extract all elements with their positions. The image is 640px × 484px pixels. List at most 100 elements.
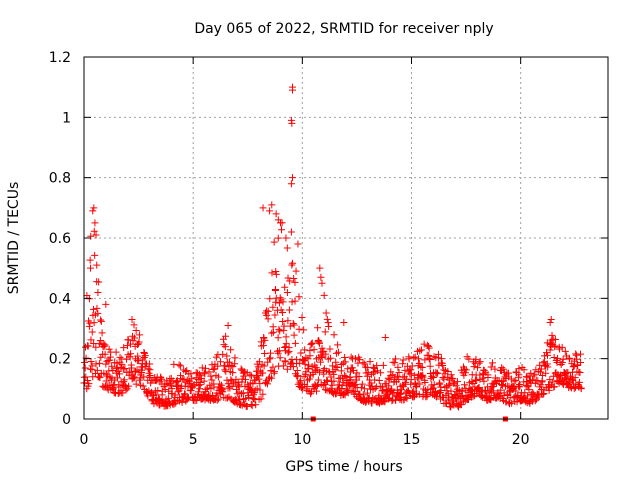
data-point [295, 293, 303, 301]
data-point [90, 319, 98, 327]
data-point [497, 386, 505, 394]
data-point [416, 347, 424, 355]
data-point [395, 368, 403, 376]
data-point [280, 326, 288, 334]
data-point [219, 388, 227, 396]
data-point [152, 391, 160, 399]
data-point [576, 368, 584, 376]
data-point [276, 327, 284, 335]
data-point [385, 382, 393, 390]
data-point [488, 359, 496, 367]
data-point [90, 204, 98, 212]
data-point [340, 372, 348, 380]
data-point [237, 390, 245, 398]
data-point [337, 367, 345, 375]
data-point [282, 333, 290, 341]
data-point [284, 274, 292, 282]
data-point [259, 369, 267, 377]
data-point [116, 370, 124, 378]
data-point [121, 365, 129, 373]
data-point [274, 334, 282, 342]
data-point [474, 384, 482, 392]
data-point [158, 387, 166, 395]
data-point [305, 361, 313, 369]
data-point [299, 355, 307, 363]
data-point [196, 385, 204, 393]
data-point [139, 382, 147, 390]
data-point [310, 346, 318, 354]
data-point [289, 83, 297, 91]
data-point [168, 389, 176, 397]
data-point [571, 374, 579, 382]
data-point [484, 371, 492, 379]
data-point [388, 390, 396, 398]
data-point [434, 350, 442, 358]
data-point [573, 355, 581, 363]
data-point [201, 370, 209, 378]
data-point [229, 363, 237, 371]
data-point [356, 356, 364, 364]
data-point [222, 332, 230, 340]
data-point [146, 360, 154, 368]
data-point [122, 386, 130, 394]
data-point [154, 396, 162, 404]
data-point [547, 315, 555, 323]
data-point [131, 367, 139, 375]
data-point [447, 371, 455, 379]
data-point [275, 347, 283, 355]
data-point [347, 368, 355, 376]
data-point [363, 372, 371, 380]
data-point [426, 356, 434, 364]
data-point [415, 390, 423, 398]
data-point [206, 381, 214, 389]
data-point [347, 353, 355, 361]
data-point [170, 400, 178, 408]
data-point [301, 346, 309, 354]
data-point [550, 383, 558, 391]
data-point [277, 219, 284, 227]
data-point [498, 381, 506, 389]
data-point [442, 400, 450, 408]
data-point [298, 313, 306, 321]
data-point [98, 329, 106, 337]
data-point [214, 362, 222, 370]
data-point [282, 343, 290, 351]
data-point [118, 360, 126, 368]
data-point [266, 295, 274, 303]
data-point [436, 380, 444, 388]
data-point [337, 360, 345, 368]
y-axis-label: SRMTID / TECUs [6, 182, 22, 295]
data-point [532, 366, 540, 374]
data-point [453, 395, 461, 403]
data-point [282, 234, 290, 242]
data-point [408, 362, 416, 370]
data-point [205, 368, 213, 376]
data-point [472, 355, 480, 363]
data-point [289, 320, 297, 328]
data-point [333, 363, 341, 371]
data-point [84, 342, 92, 350]
data-point [256, 386, 264, 394]
data-point [314, 324, 322, 332]
y-tick-label: 0.8 [49, 171, 71, 187]
data-point [221, 343, 229, 351]
data-point [196, 381, 204, 389]
data-point [353, 376, 361, 384]
data-point [292, 267, 300, 275]
data-point [120, 344, 128, 352]
data-point [539, 390, 547, 398]
data-point [430, 353, 438, 361]
data-point [287, 359, 295, 367]
data-point [272, 210, 280, 218]
data-point [259, 204, 267, 212]
data-point [550, 383, 558, 391]
data-point [259, 390, 267, 398]
data-point [426, 362, 434, 370]
data-point [334, 348, 342, 356]
data-point [318, 279, 326, 287]
data-point [334, 341, 342, 349]
grid-lines [84, 57, 608, 419]
data-point [440, 375, 448, 383]
